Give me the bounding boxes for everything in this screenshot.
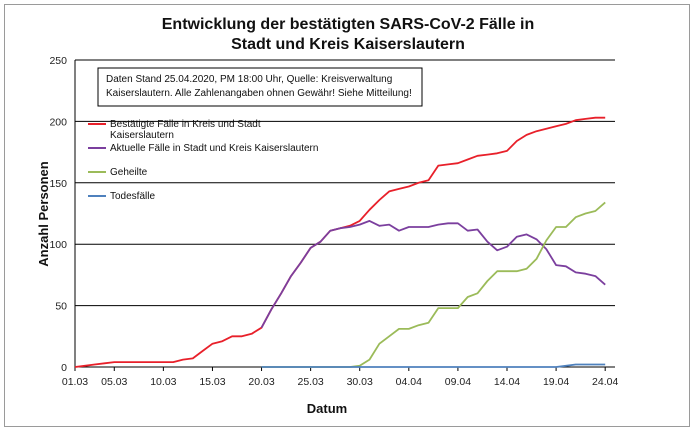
chart-title-line-1: Entwicklung der bestätigten SARS-CoV-2 F… <box>162 16 535 33</box>
chart-title-line-2: Stadt und Kreis Kaiserslautern <box>231 36 465 53</box>
x-tick-label: 24.04 <box>592 376 618 388</box>
legend: Bestätigte Fälle in Kreis und StadtKaise… <box>88 119 318 202</box>
series-line-1 <box>260 219 606 329</box>
legend-label-1: Aktuelle Fälle in Stadt und Kreis Kaiser… <box>110 143 318 154</box>
y-tick-label: 250 <box>49 55 67 67</box>
x-axis-title: Datum <box>307 401 347 416</box>
x-tick-label: 10.03 <box>150 376 176 388</box>
series-line-2 <box>261 201 606 368</box>
x-tick-labels: 01.03 05.03 10.03 15.03 20.03 25.03 30.03 04.04… <box>62 367 618 388</box>
legend-label-0: Bestätigte Fälle in Kreis und Stadt <box>110 119 261 130</box>
y-tick-label: 200 <box>49 116 67 128</box>
x-tick-label: 04.04 <box>396 376 422 388</box>
y-tick-labels: 0 50 100 150 200 250 <box>49 55 67 374</box>
series-line-3 <box>261 363 606 368</box>
y-tick-label: 100 <box>49 239 67 251</box>
y-tick-label: 150 <box>49 178 67 190</box>
gridlines <box>75 59 615 307</box>
series-line-0 <box>74 116 606 368</box>
data-note: Daten Stand 25.04.2020, PM 18:00 Uhr, Qu… <box>97 67 423 107</box>
y-tick-label: 50 <box>55 301 67 313</box>
x-tick-label: 15.03 <box>199 376 225 388</box>
series-lines <box>74 116 606 368</box>
x-tick-label: 01.03 <box>62 376 88 388</box>
legend-label-2: Geheilte <box>110 167 148 178</box>
x-tick-label: 25.03 <box>297 376 323 388</box>
y-tick-label: 0 <box>61 362 67 374</box>
legend-label-3: Todesfälle <box>110 191 155 202</box>
x-tick-label: 14.04 <box>494 376 520 388</box>
legend-label-0: Kaiserslautern <box>110 130 174 141</box>
data-note-line-2: Kaiserslautern. Alle Zahlenangaben ohnen… <box>106 88 412 99</box>
data-note-line-1: Daten Stand 25.04.2020, PM 18:00 Uhr, Qu… <box>106 74 392 85</box>
x-tick-label: 05.03 <box>101 376 127 388</box>
data-note-box <box>97 67 423 107</box>
chart-title: Entwicklung der bestätigten SARS-CoV-2 F… <box>162 16 535 53</box>
x-tick-label: 19.04 <box>543 376 569 388</box>
y-axis-title: Anzahl Personen <box>36 161 51 267</box>
x-tick-label: 30.03 <box>347 376 373 388</box>
x-tick-label: 09.04 <box>445 376 471 388</box>
x-tick-label: 20.03 <box>248 376 274 388</box>
